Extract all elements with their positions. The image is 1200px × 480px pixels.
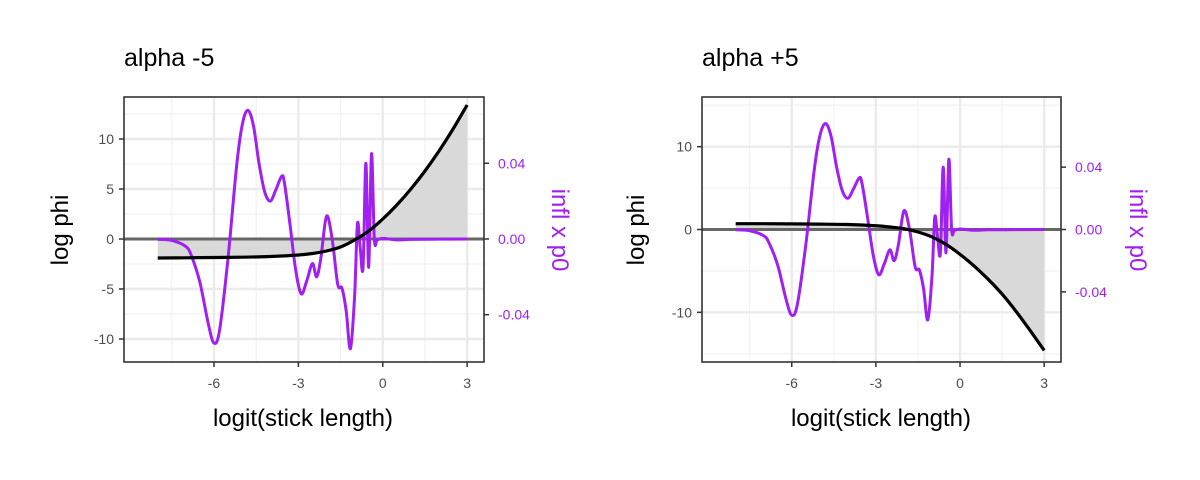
y2-tick-label: 0.04 (498, 155, 525, 171)
panel-title: alpha -5 (124, 44, 214, 72)
phi-series-line (157, 104, 469, 260)
y-tick-label: 0 (106, 231, 114, 247)
y-axis-title: log phi (623, 195, 650, 266)
plot-area (124, 97, 484, 362)
y2-tick-label: -0.04 (1075, 284, 1107, 300)
x-tick-label: 3 (463, 375, 471, 391)
x-tick-label: 0 (379, 375, 387, 391)
x-tick-label: 0 (956, 375, 964, 391)
y2-tick-label: -0.04 (498, 307, 530, 323)
y-tick-label: -10 (672, 304, 692, 320)
y2-tick-label: 0.00 (498, 231, 525, 247)
y-tick-label: -5 (102, 281, 115, 297)
x-tick-label: -3 (870, 375, 883, 391)
x-tick-label: -6 (786, 375, 799, 391)
y-tick-label: 10 (98, 131, 114, 147)
y2-tick-label: 0.00 (1075, 222, 1102, 238)
y-tick-label: -10 (94, 331, 114, 347)
panel-right: alpha +5 logit(stick length) log phi inf… (623, 44, 1151, 432)
phi-series-line (735, 222, 1046, 352)
x-axis-title: logit(stick length) (213, 405, 393, 432)
y-tick-label: 5 (106, 181, 114, 197)
y2-axis-title: infl x p0 (546, 189, 573, 272)
infl-series-line (157, 108, 468, 351)
infl-series-line (735, 122, 1045, 322)
y2-axis-title: infl x p0 (1124, 189, 1151, 272)
x-axis-title: logit(stick length) (791, 405, 971, 432)
plot-area (702, 97, 1061, 362)
x-tick-label: -3 (292, 375, 305, 391)
panel-left: alpha -5 logit(stick length) log phi inf… (47, 44, 573, 432)
y2-tick-label: 0.04 (1075, 159, 1102, 175)
y-axis-title: log phi (47, 195, 74, 266)
y-tick-label: 10 (676, 139, 692, 155)
x-tick-label: 3 (1040, 375, 1048, 391)
panel-title: alpha +5 (702, 44, 799, 72)
phi-shaded-area (735, 223, 1045, 351)
y-tick-label: 0 (684, 222, 692, 238)
panel-border (123, 96, 485, 363)
phi-shaded-area (157, 105, 468, 258)
x-tick-label: -6 (208, 375, 221, 391)
